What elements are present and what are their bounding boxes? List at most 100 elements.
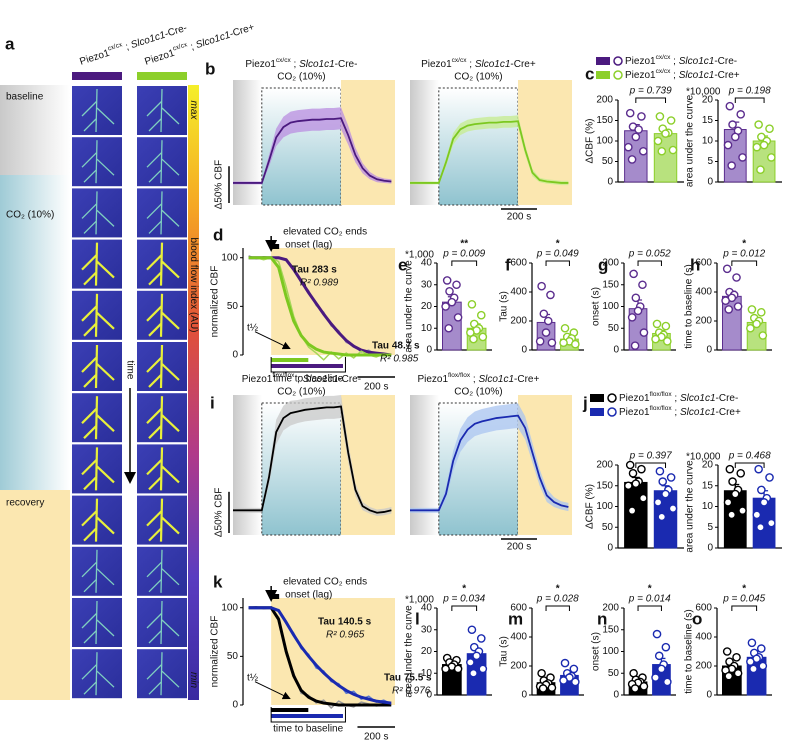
data-point [571,339,580,349]
vessel [81,293,115,337]
half-label: t½ [247,672,259,683]
data-point [441,664,450,674]
panel-label: e [398,255,407,274]
data-point [444,323,454,333]
y-tick-label: 10 [421,668,433,679]
phase-baseline [0,85,70,175]
significance-bracket [731,260,758,266]
y-tick-label: 15 [702,115,714,126]
data-point [629,269,638,279]
text-part: flox/flox [650,391,673,398]
data-point [657,664,666,674]
data-point [546,290,555,300]
p-value: p = 0.198 [728,86,771,97]
data-point [725,464,735,474]
y-tick-label: 0 [607,177,613,188]
stim-region [261,402,342,536]
text-part: cx/cx [452,57,468,64]
y-tick-label: 5 [707,156,713,167]
data-point [442,276,452,285]
text-part: ; [122,40,133,53]
colorbar [188,85,199,700]
data-point [736,468,746,478]
text-part: ; [470,374,478,385]
x-scale-label: 200 s [364,732,388,743]
significance-bracket [734,462,765,468]
p-value: p = 0.014 [628,594,671,605]
bar [624,481,648,549]
data-point [752,142,762,152]
data-point [765,473,774,482]
recovery-region [518,395,572,535]
significance-stars: * [462,584,466,595]
text-part: cx/cx [107,41,124,52]
data-point [767,153,776,162]
text-part: ; [670,70,678,81]
tau-label: Tau 75.5 s [384,673,432,684]
vessel [146,88,180,133]
vessel [81,191,115,235]
text-part: Piezo1 [625,70,656,81]
mean-trace [233,405,392,514]
text-part: ; [670,56,678,67]
y-axis-label: ΔCBF (%) [585,118,596,163]
sem-band [410,403,569,513]
y-tick-label: 0 [521,690,527,701]
data-point [655,112,665,121]
data-point [478,664,488,674]
y-axis-label: area under the curve [404,605,415,698]
x-scale-label: 200 s [507,542,531,553]
trace-subtitle: CO₂ (10%) [277,72,325,83]
legend-dot [613,56,623,66]
text-part: Piezo1 [143,47,176,67]
data-point [655,466,665,476]
p-value: p = 0.739 [629,86,672,97]
y-tick-label: 150 [596,115,613,126]
text-part: ; [187,40,198,53]
vessel [146,140,180,184]
series-line [248,256,392,357]
data-point [560,658,570,668]
trace-title: Piezo1cx/cx ; Slco1c1-Cre- [245,57,357,69]
significance-bracket [545,260,570,266]
panel-label: k [213,572,223,591]
panel-label: g [598,255,608,274]
data-point [758,331,768,340]
data-point [476,310,486,320]
axis-multiplier: *10,000 [686,87,721,98]
text-part: flox/flox [272,372,295,379]
significance-bracket [731,605,758,611]
data-point [537,281,546,291]
vessel [146,191,180,235]
vessel [146,242,180,286]
y-tick-label: 10 [702,136,714,147]
vessel [146,600,180,645]
phase-label: recovery [6,498,44,509]
column-header: Piezo1cx/cx ; Slco1c1-Cre+ [143,20,256,67]
y-tick-label: 50 [227,651,239,662]
y-axis-label: Tau (s) [499,636,510,667]
text-part: cx/cx [656,54,672,61]
data-point [652,319,662,329]
r2-label: R² 0.965 [326,630,365,641]
legend-label: Piezo1cx/cx ; Slco1c1-Cre+ [625,68,740,80]
y-tick-label: 20 [421,301,433,312]
y-tick-label: 150 [596,480,613,491]
sem-band [233,107,392,185]
data-point [730,489,740,499]
text-part: ; [672,393,680,404]
baseline-region [233,80,262,205]
text-part: Slco1c1 [475,59,511,70]
data-point [666,473,676,482]
data-point [663,336,672,346]
text-part: ; [466,59,474,70]
y-axis-label: area under the curve [685,94,696,187]
legend-swatch [596,71,610,79]
vessel [81,242,115,286]
column-bar [72,72,122,80]
data-point [668,504,678,513]
phase-label: baseline [6,92,44,103]
data-point [441,302,450,311]
series-line [248,606,392,705]
